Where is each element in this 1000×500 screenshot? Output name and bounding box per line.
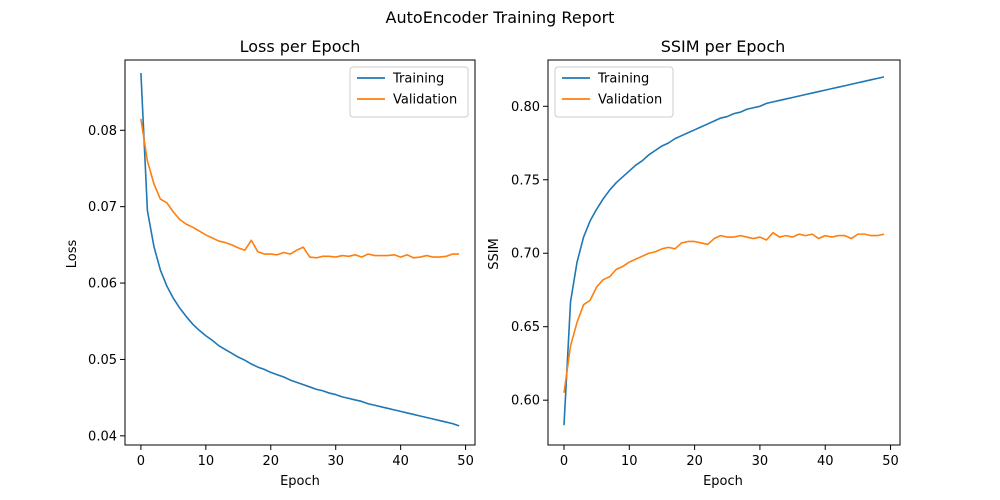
loss-training-line	[140, 72, 460, 427]
loss-chart-title: Loss per Epoch	[240, 37, 361, 56]
loss-panel: Loss per Epoch Epoch Loss 0 10 20 30 40 50 0.0…	[65, 37, 476, 489]
loss-plot-frame	[124, 59, 476, 446]
ssim-legend-label-training: Training	[597, 72, 649, 87]
ssim-legend-label-validation: Validation	[598, 93, 662, 108]
ssim-y-tick-label: 0.70	[511, 247, 540, 262]
loss-x-tick-label: 30	[327, 454, 344, 469]
loss-y-tick-label: 0.04	[88, 429, 117, 444]
ssim-panel: SSIM per Epoch Epoch SSIM 0 10 20 30 40 50 0.6…	[487, 37, 901, 489]
ssim-plot-frame	[547, 59, 901, 446]
loss-y-tick-label: 0.06	[88, 277, 117, 292]
loss-legend-box	[349, 66, 469, 118]
ssim-legend-box	[554, 66, 674, 118]
ssim-x-tick-label: 10	[621, 454, 638, 469]
figure-suptitle: AutoEncoder Training Report	[386, 8, 615, 27]
ssim-x-tick-label: 50	[882, 454, 899, 469]
ssim-y-tick-label: 0.60	[511, 394, 540, 409]
loss-x-tick-label: 20	[263, 454, 280, 469]
ssim-legend: Training Validation	[554, 66, 674, 118]
ssim-y-tick-label: 0.80	[511, 100, 540, 115]
ssim-y-axis-label: SSIM	[487, 238, 502, 270]
ssim-x-axis-label: Epoch	[703, 474, 743, 489]
ssim-validation-line	[563, 231, 885, 393]
ssim-x-tick-label: 0	[560, 454, 568, 469]
ssim-y-tick-label: 0.75	[511, 173, 540, 188]
loss-x-tick-label: 10	[198, 454, 215, 469]
ssim-training-line	[563, 76, 885, 426]
ssim-y-tick-label: 0.65	[511, 320, 540, 335]
ssim-chart-title: SSIM per Epoch	[661, 37, 786, 56]
loss-validation-line	[140, 118, 460, 259]
loss-y-axis-label: Loss	[65, 240, 80, 269]
loss-x-tick-label: 40	[392, 454, 409, 469]
loss-y-tick-label: 0.05	[88, 353, 117, 368]
loss-x-tick-label: 0	[137, 454, 145, 469]
loss-x-tick-label: 50	[457, 454, 474, 469]
loss-x-axis-label: Epoch	[280, 474, 320, 489]
loss-legend-label-validation: Validation	[393, 93, 457, 108]
loss-y-tick-label: 0.07	[88, 200, 117, 215]
ssim-x-tick-label: 40	[817, 454, 834, 469]
loss-legend-label-training: Training	[392, 72, 444, 87]
loss-legend: Training Validation	[349, 66, 469, 118]
loss-y-tick-label: 0.08	[88, 124, 117, 139]
ssim-x-tick-label: 20	[686, 454, 703, 469]
ssim-x-tick-label: 30	[752, 454, 769, 469]
